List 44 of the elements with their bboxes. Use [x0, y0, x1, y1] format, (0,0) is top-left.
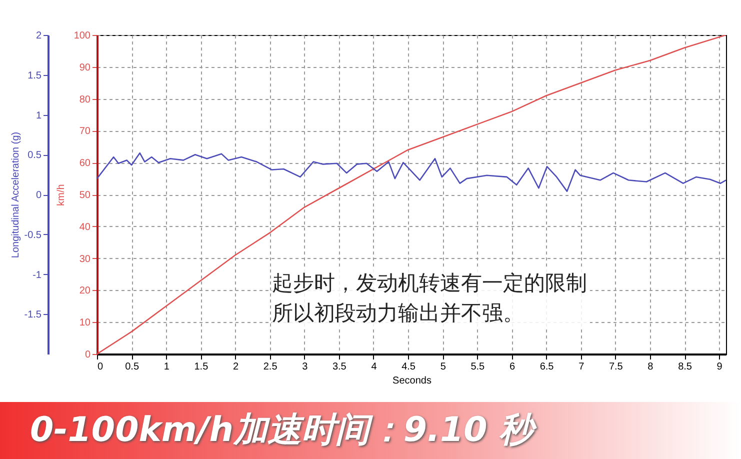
- y2-tick-label: 2: [36, 30, 42, 42]
- y-tick-label: 80: [79, 94, 91, 106]
- y2-tick-label: -1: [32, 270, 42, 281]
- x-tick-label: 5.5: [470, 362, 486, 372]
- y2-tick-label: -0.5: [24, 230, 42, 241]
- x-tick-label: 1.5: [194, 362, 209, 372]
- y-tick-label: 10: [79, 318, 91, 329]
- y-tick-label: 90: [79, 62, 91, 74]
- y-tick-label: 40: [79, 222, 91, 233]
- y-tick-label: 70: [79, 126, 91, 138]
- x-tick-label: 2: [232, 362, 239, 372]
- x-tick-label: 7.5: [608, 362, 624, 372]
- x-tick-label: 8: [648, 362, 654, 372]
- x-tick-label: 3.5: [332, 362, 347, 372]
- y2-tick-label: 0.5: [28, 150, 42, 162]
- y2-tick-label: 1: [36, 110, 42, 122]
- line-series: [97, 152, 726, 192]
- y2-axis-title: Longitudinal Acceleration (g): [10, 132, 22, 258]
- annotation: 起步时，发动机转速有一定的限制所以初段动力输出并不强。: [272, 268, 590, 328]
- y-tick-label: 30: [79, 254, 91, 265]
- x-tick-label: 4: [371, 362, 378, 372]
- y2-tick-label: 0: [36, 190, 42, 201]
- x-tick-label: 6: [509, 362, 516, 372]
- x-tick-label: 8.5: [678, 362, 692, 372]
- x-tick-label: 0.5: [125, 362, 140, 372]
- y2-tick-label: -1.5: [24, 310, 42, 321]
- x-tick-label: 5: [440, 362, 446, 372]
- x-tick-label: 1: [164, 362, 170, 372]
- y-tick-label: 100: [74, 30, 91, 42]
- x-axis-title: Seconds: [392, 376, 432, 386]
- y2-tick-label: 1.5: [28, 70, 42, 82]
- x-tick-label: 2.5: [263, 362, 278, 372]
- x-tick-label: 6.5: [540, 362, 554, 372]
- y-axis-title: km/h: [56, 184, 67, 206]
- y-tick-label: 50: [79, 190, 91, 201]
- x-tick-label: 4.5: [402, 362, 416, 372]
- x-tick-label: 7: [578, 362, 585, 372]
- y-tick-label: 0: [84, 350, 91, 360]
- x-tick-label: 0: [98, 362, 104, 372]
- x-tick-label: 9: [716, 362, 723, 372]
- text: 0-100km/h加速时间：9.10 秒: [0, 402, 741, 459]
- y-tick-label: 20: [79, 286, 91, 297]
- y-tick-label: 60: [79, 158, 91, 170]
- x-tick-label: 3: [302, 362, 308, 372]
